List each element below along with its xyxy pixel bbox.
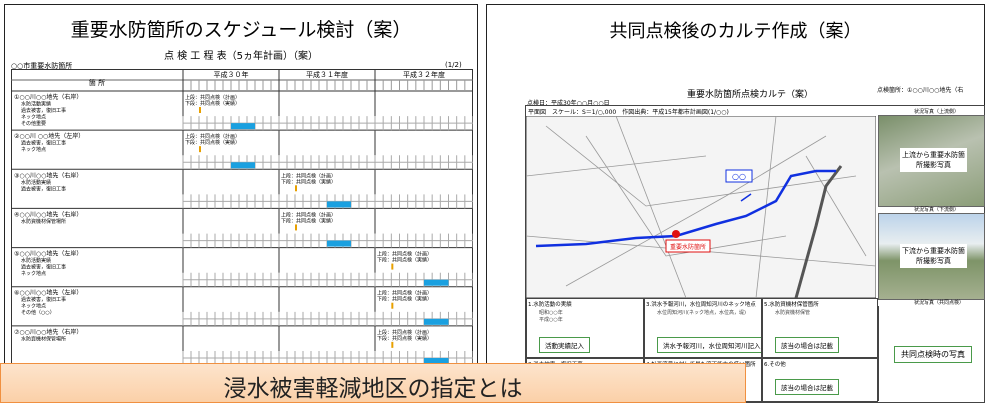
row-label: ④○○川○○地先（右岸） — [14, 210, 82, 218]
section-line: 昭和○○年 — [539, 310, 563, 316]
marker — [295, 185, 297, 192]
table-title: 点 検 工 程 表（5ヵ年計画）（案） — [163, 51, 319, 62]
section-line: 水防資機材保管 — [775, 310, 811, 316]
row-label: ②○○川 ○○地先（左岸） — [14, 132, 84, 140]
row-label: 過去被害，復旧工事 — [21, 107, 66, 114]
section-line: 水位周知河川(ネック地点，水位高，堤) — [657, 310, 746, 316]
plan-note: 上段：共同点検（計画） — [185, 133, 240, 140]
actual-note: 下段：共同点検（実績） — [377, 335, 432, 342]
section-heading: 6.その他 — [764, 362, 786, 368]
photo-frame: 共同点検時の写真 — [878, 306, 984, 401]
plan-note: 上段：共同点検（計画） — [377, 329, 432, 336]
photo-caption: 状況写真（上流側） — [914, 109, 960, 115]
row-label: ネック地点 — [21, 114, 46, 121]
section: 5.水防資機材保管箇所 水防資機材保管該当の場合は記載 — [762, 298, 878, 358]
done-bar — [231, 123, 255, 130]
photo-label: 共同点検時の写真 — [894, 346, 972, 363]
done-bar — [231, 162, 255, 169]
karte-sheet: 平面図 スケール：S＝1/○,000 作図出典：平成15年都市計画図(1/○○)… — [525, 105, 985, 403]
marker — [295, 224, 297, 231]
done-bar — [424, 318, 449, 325]
map-info: 平面図 スケール：S＝1/○,000 作図出典：平成15年都市計画図(1/○○) — [528, 109, 729, 116]
done-bar — [424, 279, 449, 286]
date: 点検日：平成30年○○月○○日 — [527, 100, 610, 107]
row-label: 水防活動実績 — [21, 257, 51, 264]
marker — [391, 341, 394, 348]
section-button: 洪水予報河川，水位周知河川記入 — [657, 337, 761, 353]
row-label: ⑥○○川○○地先（左岸） — [14, 289, 82, 297]
photo: 上流から重要水防箇所撮影写真 — [878, 115, 985, 207]
actual-note: 下段：共同点検（実績） — [377, 257, 432, 264]
plan-note: 上段：共同点検（計画） — [185, 94, 240, 101]
done-bar — [327, 240, 351, 247]
section: 1.水防活動の実績 昭和○○年 平成○○年活動実績記入 — [526, 298, 644, 358]
row-label: 過去被害，復旧工事 — [21, 140, 66, 147]
row-label: ①○○川○○地先（右岸） — [14, 93, 82, 101]
section: 6.その他該当の場合は記載 — [762, 358, 878, 402]
section-heading: 3.洪水予報河川，水位周知河川のネック地点 — [646, 302, 756, 308]
actual-note: 下段：共同点検（実績） — [377, 296, 432, 303]
map-label: ○○ — [732, 172, 746, 181]
row-label: ネック地点 — [21, 146, 46, 153]
plan-note: 上段：共同点検（計画） — [281, 172, 336, 179]
done-bar — [424, 358, 449, 364]
plan-note: 上段：共同点検（計画） — [281, 211, 336, 218]
plan-note: 上段：共同点検（計画） — [377, 290, 432, 297]
actual-note: 下段：共同点検（実績） — [185, 139, 240, 146]
karte-panel: 共同点検後のカルテ作成（案） 重要水防箇所点検カルテ（案） 点検日：平成30年○… — [486, 4, 985, 403]
row-label: 水防資機材保管場所 — [21, 218, 66, 225]
marker — [391, 302, 394, 309]
page-no: (1/2) — [445, 61, 462, 69]
row-label: ネック地点 — [21, 270, 46, 277]
row-label: ⑦○○川○○地先（右岸） — [14, 328, 82, 336]
panel-title: 重要水防箇所のスケジュール検討（案） — [70, 19, 412, 41]
section-line: 平成○○年 — [539, 317, 563, 323]
photo-caption: 状況写真（下流側） — [914, 207, 960, 213]
row-label: ③○○川○○地先（右岸） — [14, 171, 82, 179]
header: 箇 所 — [89, 78, 105, 87]
actual-note: 下段：共同点検（実績） — [281, 178, 336, 185]
year-header: 平成３２年度 — [403, 70, 445, 79]
section-heading: 5.水防資機材保管箇所 — [764, 302, 819, 308]
row-label: その他（○○） — [21, 309, 55, 316]
karte-title: 重要水防箇所点検カルテ（案） — [687, 90, 814, 100]
section-button: 活動実績記入 — [539, 337, 590, 353]
row-label: ⑤○○川○○地先（左岸） — [14, 250, 82, 258]
plan-note: 上段：共同点検（計画） — [377, 251, 432, 258]
banner: 浸水被害軽減地区の指定とは — [0, 363, 746, 403]
row-label: 過去被害，復旧工事 — [21, 296, 66, 303]
banner-text: 浸水被害軽減地区の指定とは — [223, 376, 523, 402]
row-label: 過去被害，復旧工事 — [21, 264, 66, 271]
photo-label: 下流から重要水防箇所撮影写真 — [900, 243, 967, 268]
photo: 下流から重要水防箇所撮影写真 — [878, 213, 985, 300]
marker — [391, 263, 394, 270]
map: ○○ 重要水防箇所 — [526, 116, 876, 298]
done-bar — [327, 201, 351, 208]
actual-note: 下段：共同点検（実績） — [281, 217, 336, 224]
section-heading: 1.水防活動の実績 — [528, 302, 572, 308]
place: 点検箇所：①○○川○○地先（右 — [877, 87, 964, 94]
row-label: 水防活動実績 — [21, 101, 51, 108]
panel-title: 共同点検後のカルテ作成（案） — [609, 21, 862, 42]
marker — [199, 107, 201, 113]
marker — [199, 146, 201, 153]
row-label: 水防活動実績 — [21, 179, 51, 186]
row-label: 過去被害，復旧工事 — [21, 185, 66, 192]
row-label: 水防資機材保管場所 — [21, 335, 66, 342]
actual-note: 下段：共同点検（実績） — [185, 100, 240, 107]
photo-caption: 状況写真（共同点検） — [914, 300, 965, 306]
schedule-panel: 重要水防箇所のスケジュール検討（案） 点 検 工 程 表（5ヵ年計画）（案） ○… — [4, 4, 478, 366]
row-label: その他重要 — [21, 120, 46, 127]
section-button: 該当の場合は記載 — [775, 337, 839, 353]
section: 3.洪水予報河川，水位周知河川のネック地点 水位周知河川(ネック地点，水位高，堤)… — [644, 298, 762, 358]
map-site: 重要水防箇所 — [670, 243, 706, 251]
org: ○○市重要水防箇所 — [11, 62, 73, 70]
photo-label: 上流から重要水防箇所撮影写真 — [900, 147, 967, 172]
section-button: 該当の場合は記載 — [775, 379, 839, 395]
row-label: ネック地点 — [21, 303, 46, 310]
year-header: 平成３０年 — [214, 70, 249, 79]
year-header: 平成３１年度 — [306, 70, 348, 79]
